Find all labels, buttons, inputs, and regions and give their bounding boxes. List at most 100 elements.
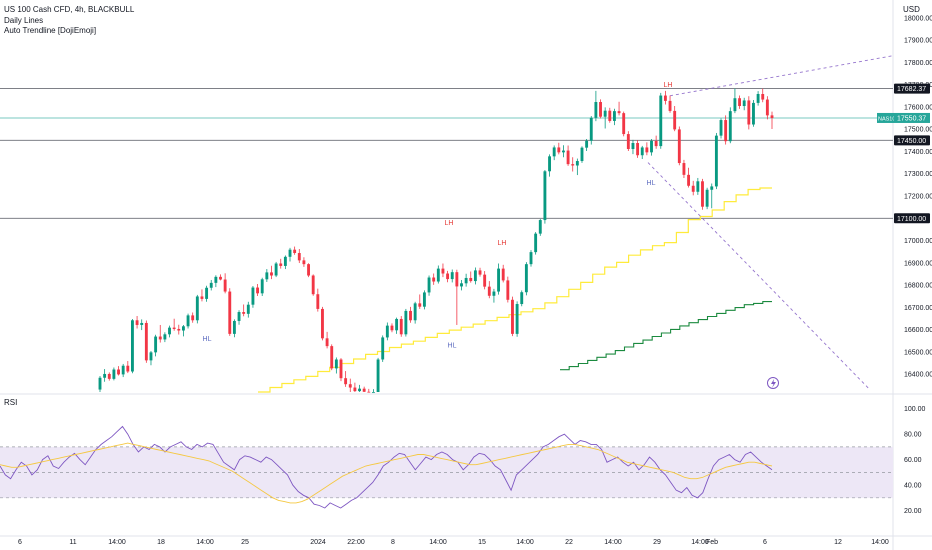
candle: [742, 97, 746, 111]
candle-body: [168, 327, 171, 335]
candle: [302, 257, 306, 267]
time-tick-label: 25: [241, 539, 249, 546]
pivot-label: HL: [203, 336, 212, 343]
candle-body: [714, 135, 718, 187]
candle: [548, 154, 551, 177]
candle-body: [742, 100, 746, 107]
candle: [251, 285, 255, 308]
candle: [283, 255, 287, 270]
candle-body: [446, 273, 450, 280]
candle: [358, 384, 361, 392]
candle: [455, 269, 459, 325]
symbol-title[interactable]: US 100 Cash CFD, 4h, BLACKBULL: [4, 5, 135, 14]
candle-body: [381, 337, 385, 360]
candle-body: [719, 120, 723, 136]
candle: [181, 324, 185, 337]
time-axis[interactable]: 6 11 14:00 18 14:00 25 2024 22:00 8 14:00 15 14:00 2…: [18, 539, 889, 546]
candle-body: [441, 268, 445, 274]
time-tick-label: 11: [69, 539, 76, 546]
candle-body: [612, 111, 616, 121]
time-tick-label: 2024: [310, 539, 326, 546]
candle-body: [311, 275, 315, 295]
price-tick-label: 16700.00: [904, 305, 932, 312]
level-tag-text: 17450.00: [897, 138, 926, 145]
candle-body: [232, 320, 236, 334]
candle-body: [608, 110, 612, 121]
indicator-daily-lines[interactable]: Daily Lines: [4, 15, 44, 25]
candle-body: [302, 260, 306, 265]
candle-body: [344, 378, 348, 385]
time-tick-label: 14:00: [691, 539, 709, 546]
candle: [738, 95, 741, 109]
candle-body: [552, 147, 556, 157]
candle-body: [154, 336, 158, 353]
price-tick-label: 17400.00: [904, 149, 932, 156]
candle: [117, 366, 120, 376]
candle-body: [724, 120, 728, 142]
candle: [441, 263, 445, 278]
price-axis[interactable]: 16400.00 16500.00 16600.00 16700.00 16800.00…: [904, 15, 932, 378]
candle-body: [599, 102, 602, 117]
price-tick-label: 17800.00: [904, 60, 932, 67]
candle-body: [297, 253, 301, 261]
candle: [362, 386, 366, 392]
candle: [219, 274, 222, 281]
rsi-tick-label: 80.00: [904, 432, 922, 439]
candle: [650, 138, 653, 156]
candle-body: [701, 181, 704, 207]
candle-body: [770, 115, 774, 119]
candle-body: [673, 110, 677, 130]
candle-body: [511, 299, 514, 334]
candle: [260, 277, 264, 297]
candle-body: [367, 391, 371, 393]
candle-body: [575, 161, 579, 166]
candle-body: [506, 280, 510, 300]
rsi-tick-label: 100.00: [904, 406, 926, 413]
candle: [385, 322, 389, 341]
daily-line-green: [560, 301, 772, 371]
candle-body: [172, 327, 176, 329]
candlesticks: [98, 88, 774, 394]
price-tick-label: 17500.00: [904, 127, 932, 134]
last-price-tag-text: 17550.37: [897, 115, 926, 122]
candle: [191, 312, 195, 323]
candle: [242, 304, 246, 317]
candle: [390, 323, 394, 333]
lightning-icon[interactable]: [767, 377, 779, 389]
candle: [673, 106, 677, 132]
candle: [334, 357, 338, 374]
currency-label[interactable]: USD: [903, 5, 920, 14]
candle-body: [682, 163, 686, 175]
candle-body: [321, 308, 324, 339]
candle: [265, 269, 269, 282]
price-tick-label: 17300.00: [904, 171, 932, 178]
candle-body: [520, 292, 524, 305]
candle-body: [358, 388, 361, 392]
candle: [631, 139, 635, 155]
time-tick-label: 6: [18, 539, 22, 546]
candle-body: [589, 117, 593, 141]
candle-body: [571, 164, 575, 166]
candle: [511, 296, 514, 337]
rsi-legend[interactable]: RSI: [4, 398, 18, 407]
rsi-pane: 20.00 40.00 60.00 80.00 100.00: [0, 406, 926, 515]
candle: [177, 324, 181, 335]
candle: [121, 363, 125, 378]
time-tick-label: 18: [157, 539, 165, 546]
candle-body: [473, 270, 477, 282]
candle: [297, 249, 301, 264]
candle-body: [98, 377, 102, 390]
indicator-auto-trendline[interactable]: Auto Trendline [DojiEmoji]: [4, 26, 97, 35]
candle: [538, 218, 542, 236]
candle-body: [404, 310, 408, 335]
candle-body: [353, 387, 357, 392]
pivot-label: LH: [664, 82, 673, 89]
candle: [311, 274, 315, 296]
time-tick-label: 14:00: [516, 539, 534, 546]
chart-legend: US 100 Cash CFD, 4h, BLACKBULL Daily Lin…: [4, 5, 134, 37]
candle: [140, 319, 144, 331]
candle: [144, 320, 148, 363]
candle-body: [483, 274, 487, 287]
candle: [325, 331, 329, 349]
